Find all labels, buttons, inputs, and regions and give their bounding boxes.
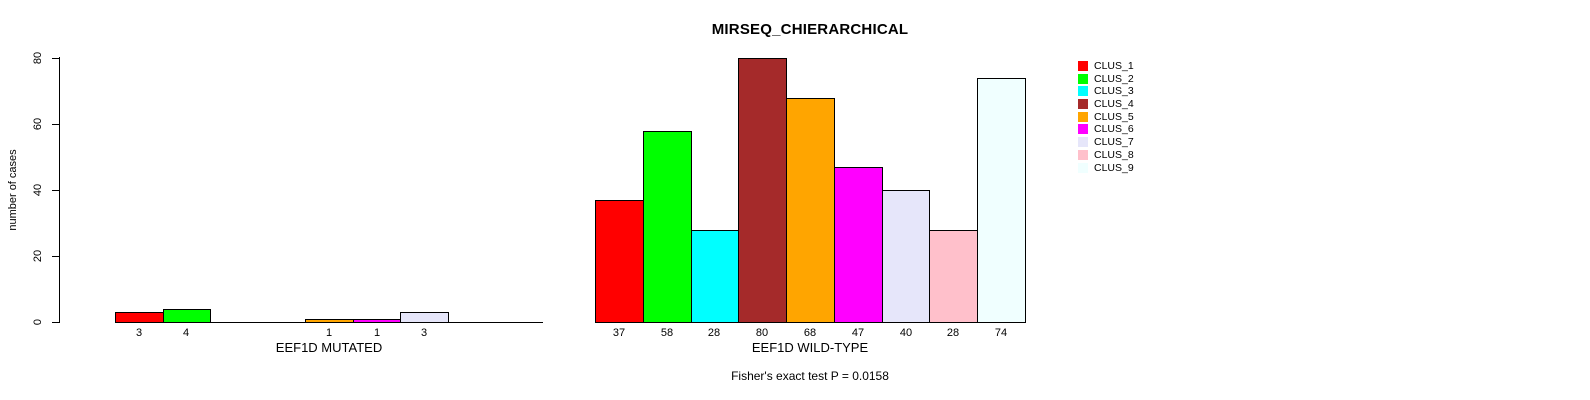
legend-item: CLUS_3 <box>1078 85 1134 98</box>
legend-swatch <box>1078 124 1088 135</box>
bar-value-label: 58 <box>660 327 674 339</box>
bar <box>738 58 787 323</box>
legend-item: CLUS_4 <box>1078 99 1134 109</box>
legend-item: CLUS_1 <box>1078 61 1134 71</box>
bar <box>400 312 449 323</box>
legend-label: CLUS_8 <box>1094 148 1134 161</box>
y-tick-label: 40 <box>32 183 44 197</box>
bar <box>595 200 644 323</box>
y-axis-tick <box>52 124 60 125</box>
bar <box>691 230 739 323</box>
legend-label: CLUS_9 <box>1094 161 1134 174</box>
legend-swatch <box>1078 73 1088 84</box>
bar-value-label: 40 <box>899 327 913 339</box>
bar <box>882 190 930 323</box>
legend-swatch <box>1078 86 1088 97</box>
y-tick-label: 20 <box>32 249 44 263</box>
chart-title: MIRSEQ_CHIERARCHICAL <box>711 21 909 38</box>
legend-swatch <box>1078 162 1088 173</box>
legend-label: CLUS_4 <box>1094 98 1134 111</box>
bar-value-label: 4 <box>182 327 190 339</box>
bar-value-label: 68 <box>803 327 817 339</box>
legend-label: CLUS_5 <box>1094 110 1134 123</box>
legend-label: CLUS_7 <box>1094 136 1134 149</box>
bar-value-label: 28 <box>946 327 960 339</box>
x-axis-label: EEF1D WILD-TYPE <box>751 340 869 355</box>
y-axis-label: number of cases <box>7 149 19 231</box>
y-axis-tick <box>52 322 60 323</box>
bar <box>929 230 978 323</box>
bar <box>353 319 401 323</box>
legend-item: CLUS_5 <box>1078 112 1134 122</box>
bar-value-label: 47 <box>851 327 865 339</box>
bar-value-label: 1 <box>325 327 333 339</box>
legend-item: CLUS_2 <box>1078 72 1134 85</box>
bar <box>163 309 211 323</box>
legend-swatch <box>1078 61 1088 71</box>
legend-label: CLUS_2 <box>1094 72 1134 85</box>
bar <box>977 78 1026 323</box>
footnote: Fisher's exact test P = 0.0158 <box>731 369 889 383</box>
bar <box>786 98 835 323</box>
y-axis-tick <box>52 190 60 191</box>
bar-value-label: 3 <box>135 327 143 339</box>
bar-value-label: 37 <box>612 327 626 339</box>
legend-label: CLUS_6 <box>1094 123 1134 136</box>
y-axis-tick <box>52 58 60 59</box>
bar-value-label: 80 <box>755 327 769 339</box>
bar-value-label: 3 <box>420 327 428 339</box>
x-axis-label: EEF1D MUTATED <box>275 340 383 355</box>
bar-value-label: 1 <box>373 327 381 339</box>
bar <box>834 167 883 323</box>
legend-label: CLUS_1 <box>1094 60 1134 72</box>
legend: CLUS_1 CLUS_2 CLUS_3 CLUS_4 CLUS_5 CLUS_6 CLUS… <box>1078 61 1134 175</box>
bar-value-label: 74 <box>994 327 1008 339</box>
legend-item: CLUS_6 <box>1078 123 1134 136</box>
bar-value-label: 28 <box>707 327 721 339</box>
legend-item: CLUS_8 <box>1078 150 1134 160</box>
legend-item: CLUS_9 <box>1078 161 1134 174</box>
y-tick-label: 80 <box>32 51 44 65</box>
legend-swatch <box>1078 137 1088 148</box>
bar <box>643 131 692 323</box>
legend-swatch <box>1078 99 1088 110</box>
y-axis-tick <box>52 256 60 257</box>
legend-label: CLUS_3 <box>1094 85 1134 98</box>
bar <box>115 312 164 323</box>
y-tick-label: 0 <box>32 318 44 326</box>
bar <box>305 319 354 323</box>
legend-swatch <box>1078 149 1088 160</box>
y-tick-label: 60 <box>32 117 44 131</box>
legend-item: CLUS_7 <box>1078 137 1134 147</box>
legend-swatch <box>1078 111 1088 122</box>
